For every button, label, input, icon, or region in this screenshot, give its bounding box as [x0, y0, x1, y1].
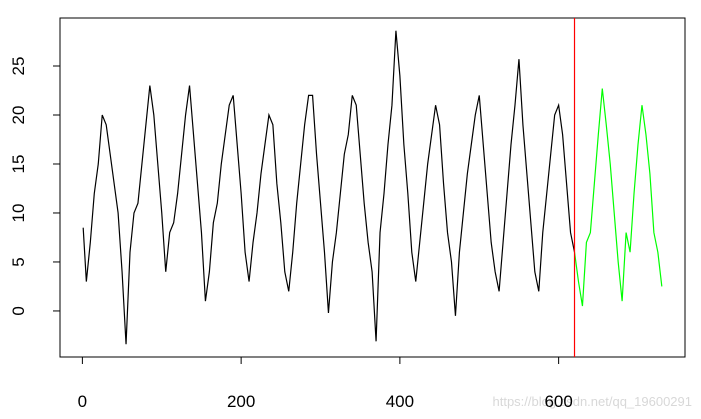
x-tick-label: 0 [78, 392, 87, 411]
y-tick-label: 5 [9, 257, 28, 266]
x-tick-label: 400 [386, 392, 414, 411]
x-tick-label: 600 [544, 392, 572, 411]
x-tick-label: 200 [227, 392, 255, 411]
series-line [82, 30, 576, 345]
y-tick-label: 0 [9, 306, 28, 315]
y-tick-label: 25 [9, 57, 28, 76]
y-tick-label: 10 [9, 204, 28, 223]
y-tick-label: 15 [9, 155, 28, 174]
y-tick-label: 20 [9, 106, 28, 125]
series-line [573, 88, 663, 307]
watermark: https://blog.csdn.net/qq_19600291 [493, 394, 693, 409]
plot-frame [59, 17, 686, 358]
